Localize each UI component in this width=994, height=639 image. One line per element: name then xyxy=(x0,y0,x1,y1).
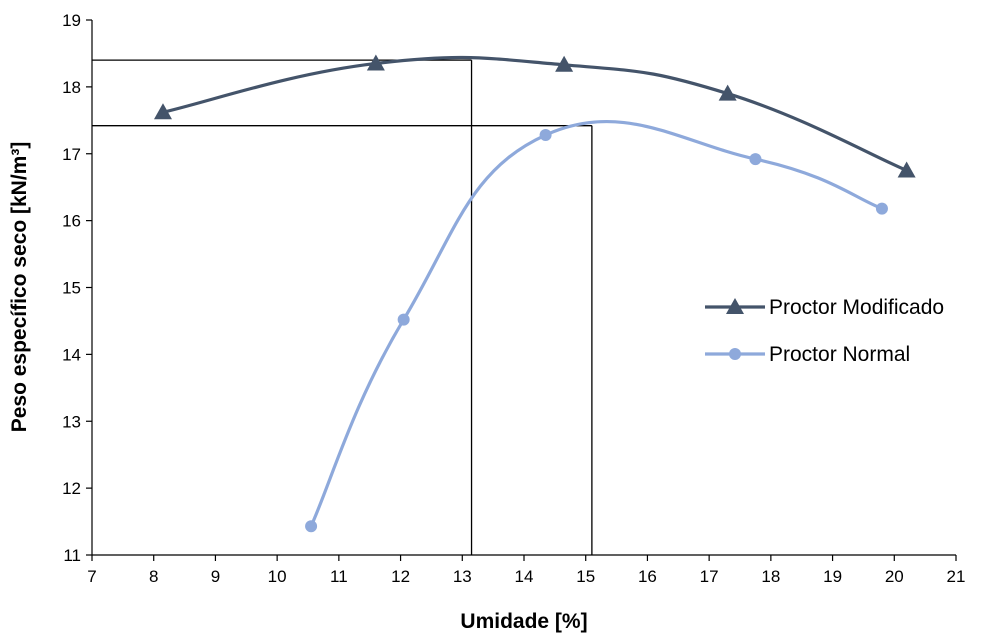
series-1 xyxy=(305,120,888,533)
data-point xyxy=(366,54,385,71)
y-tick-label: 11 xyxy=(63,546,81,565)
legend-marker-1 xyxy=(729,348,741,360)
ticks: 7 8 9 10 11 12 13 14 15 16 17 18 19 20 21 11 12 13 14 15 16 1… xyxy=(62,11,965,586)
series-group xyxy=(153,54,916,533)
data-point xyxy=(305,520,318,533)
y-axis-title: Peso específico seco [kN/m³] xyxy=(8,142,31,433)
series-line-0 xyxy=(161,55,909,173)
x-axis-title: Umidade [%] xyxy=(460,610,587,633)
legend-marker-0 xyxy=(726,298,744,314)
data-point xyxy=(875,202,888,215)
legend-label-1: Proctor Normal xyxy=(769,343,910,366)
y-tick-label: 16 xyxy=(62,212,81,231)
y-tick-label: 15 xyxy=(62,279,81,298)
data-point xyxy=(153,103,172,120)
x-tick-label: 11 xyxy=(330,567,348,586)
series-0 xyxy=(153,54,916,178)
x-tick-label: 8 xyxy=(149,567,158,586)
data-point xyxy=(749,153,762,166)
legend-label-0: Proctor Modificado xyxy=(769,296,944,319)
y-tick-label: 17 xyxy=(62,145,81,164)
y-tick-label: 12 xyxy=(62,479,81,498)
x-tick-label: 18 xyxy=(761,567,780,586)
x-tick-label: 13 xyxy=(453,567,472,586)
y-tick-label: 19 xyxy=(62,11,81,30)
x-tick-label: 17 xyxy=(700,567,719,586)
x-tick-label: 16 xyxy=(638,567,657,586)
x-tick-label: 15 xyxy=(576,567,595,586)
data-point xyxy=(397,313,410,326)
x-tick-label: 19 xyxy=(823,567,842,586)
x-tick-label: 20 xyxy=(885,567,904,586)
series-line-1 xyxy=(309,120,884,528)
reference-lines xyxy=(92,59,593,555)
x-tick-label: 9 xyxy=(211,567,220,586)
x-tick-label: 12 xyxy=(391,567,410,586)
x-tick-label: 14 xyxy=(515,567,534,586)
data-point xyxy=(718,84,737,101)
y-tick-label: 18 xyxy=(62,78,81,97)
legend: Proctor Modificado Proctor Normal xyxy=(705,296,944,366)
x-tick-label: 10 xyxy=(268,567,287,586)
x-tick-label: 7 xyxy=(87,567,96,586)
y-tick-label: 14 xyxy=(62,345,81,364)
axes xyxy=(91,20,956,556)
data-point xyxy=(539,129,552,142)
data-point xyxy=(897,161,916,178)
x-tick-label: 21 xyxy=(947,567,966,586)
data-point xyxy=(555,55,574,72)
y-tick-label: 13 xyxy=(62,412,81,431)
